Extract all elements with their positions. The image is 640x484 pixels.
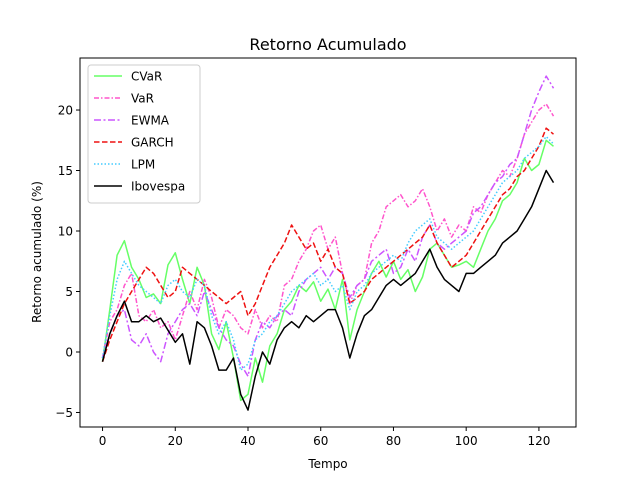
x-axis-label: Tempo — [307, 457, 347, 471]
x-tick-label: 60 — [313, 434, 328, 448]
y-tick-label: 15 — [58, 164, 73, 178]
series-line-lpm — [101, 135, 555, 371]
series-layer — [101, 75, 555, 411]
y-tick-label: 10 — [58, 225, 73, 239]
series-line-cvar — [101, 139, 554, 402]
legend-label-ewma: EWMA — [131, 114, 170, 128]
y-tick-label: 20 — [58, 104, 73, 118]
x-axis-ticks: 0 20 40 60 80 100 120 — [99, 427, 550, 448]
x-tick-label: 20 — [168, 434, 183, 448]
chart-title: Retorno Acumulado — [249, 35, 406, 54]
legend-label-ibovespa: Ibovespa — [131, 180, 185, 194]
plot-frame — [79, 57, 577, 428]
legend: CVaR VaR EWMA GARCH LPM Ibovespa — [87, 64, 201, 204]
y-tick-label: −5 — [55, 406, 73, 420]
y-tick-label: 0 — [65, 345, 73, 359]
x-tick-label: 40 — [240, 434, 255, 448]
legend-label-cvar: CVaR — [131, 70, 162, 84]
series-line-ibovespa — [101, 169, 555, 411]
series-line-garch — [101, 127, 554, 362]
y-axis-label: Retorno acumulado (%) — [30, 181, 44, 323]
legend-label-var: VaR — [131, 92, 154, 106]
x-tick-label: 80 — [386, 434, 401, 448]
y-axis-ticks: −5 0 5 10 15 20 — [55, 104, 80, 420]
x-tick-label: 120 — [527, 434, 550, 448]
x-tick-label: 100 — [455, 434, 478, 448]
legend-label-lpm: LPM — [131, 158, 155, 172]
y-tick-label: 5 — [65, 285, 73, 299]
legend-box — [87, 64, 201, 204]
legend-label-garch: GARCH — [131, 136, 174, 150]
x-tick-label: 0 — [99, 434, 107, 448]
